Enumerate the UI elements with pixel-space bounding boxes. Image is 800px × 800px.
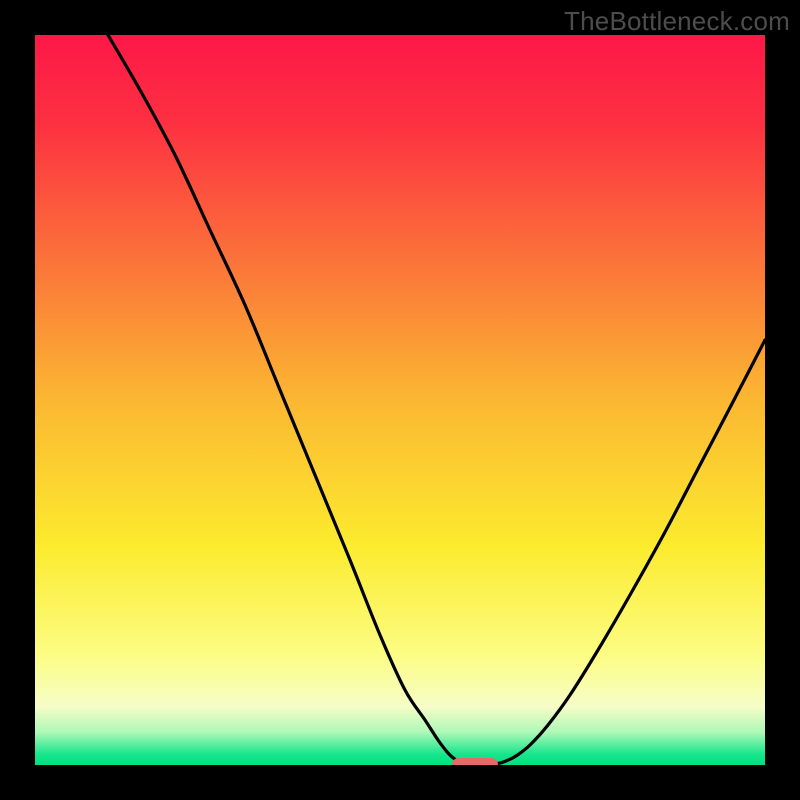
watermark-text: TheBottleneck.com (564, 6, 790, 37)
chart-svg (35, 35, 765, 765)
plot-area (35, 35, 765, 765)
optimal-marker-pill (452, 758, 498, 766)
gradient-background (35, 35, 765, 765)
chart-container: TheBottleneck.com (0, 0, 800, 800)
